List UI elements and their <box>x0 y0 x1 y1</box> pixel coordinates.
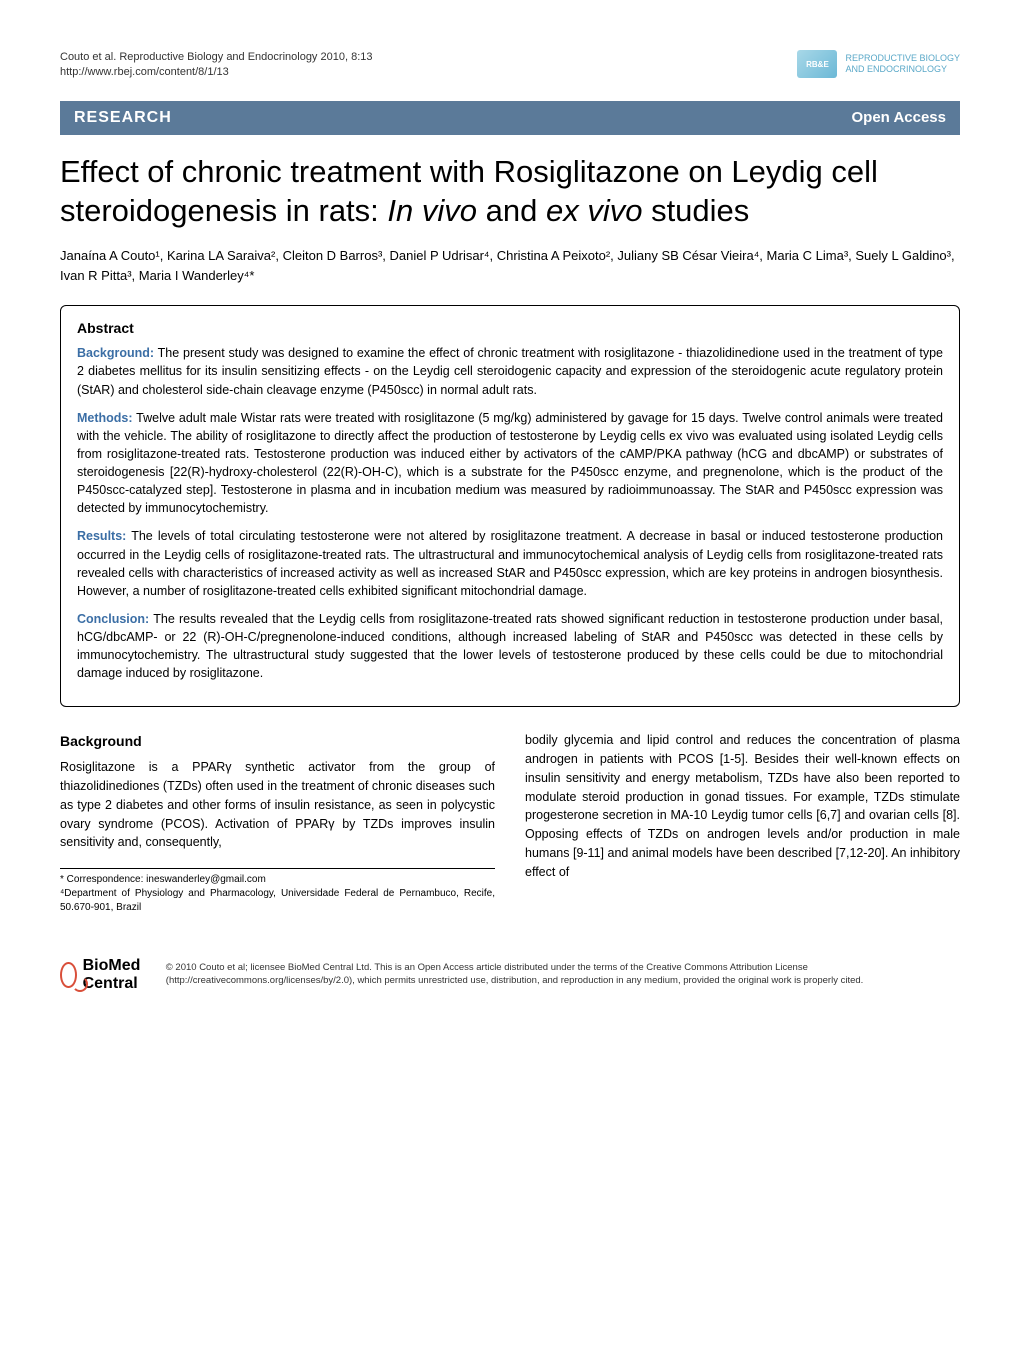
background-paragraph-col2: bodily glycemia and lipid control and re… <box>525 731 960 881</box>
abstract-heading: Abstract <box>77 320 943 336</box>
abstract-background-text: The present study was designed to examin… <box>77 346 943 396</box>
abstract-background-label: Background: <box>77 346 154 360</box>
page-header: Couto et al. Reproductive Biology and En… <box>60 50 960 81</box>
open-access-label: Open Access <box>852 109 947 126</box>
abstract-methods: Methods: Twelve adult male Wistar rats w… <box>77 409 943 518</box>
body-column-left: Background Rosiglitazone is a PPARγ synt… <box>60 731 495 915</box>
journal-logo: RB&E REPRODUCTIVE BIOLOGY AND ENDOCRINOL… <box>797 50 960 78</box>
background-paragraph-col1: Rosiglitazone is a PPARγ synthetic activ… <box>60 758 495 852</box>
correspondence-footnote: * Correspondence: ineswanderley@gmail.co… <box>60 868 495 915</box>
journal-logo-badge: RB&E <box>797 50 837 78</box>
correspondence-email: * Correspondence: ineswanderley@gmail.co… <box>60 873 495 887</box>
journal-name-line-2: AND ENDOCRINOLOGY <box>845 64 960 75</box>
journal-name-line-1: REPRODUCTIVE BIOLOGY <box>845 53 960 64</box>
abstract-results: Results: The levels of total circulating… <box>77 527 943 600</box>
background-heading: Background <box>60 731 495 752</box>
abstract-box: Abstract Background: The present study w… <box>60 305 960 707</box>
abstract-methods-text: Twelve adult male Wistar rats were treat… <box>77 411 943 516</box>
correspondence-affiliation: ⁴Department of Physiology and Pharmacolo… <box>60 887 495 915</box>
title-part-4: ex vivo <box>546 193 642 228</box>
title-part-5: studies <box>642 193 749 228</box>
page: Couto et al. Reproductive Biology and En… <box>0 0 1020 1043</box>
biomed-central-icon <box>60 962 77 988</box>
biomed-central-label: BioMed Central <box>83 957 150 993</box>
abstract-methods-label: Methods: <box>77 411 133 425</box>
abstract-results-label: Results: <box>77 529 126 543</box>
citation-url: http://www.rbej.com/content/8/1/13 <box>60 65 373 80</box>
biomed-central-logo: BioMed Central <box>60 957 150 993</box>
article-type-banner: RESEARCH Open Access <box>60 101 960 135</box>
citation-line-1: Couto et al. Reproductive Biology and En… <box>60 50 373 65</box>
license-text: © 2010 Couto et al; licensee BioMed Cent… <box>166 962 960 988</box>
journal-logo-text: REPRODUCTIVE BIOLOGY AND ENDOCRINOLOGY <box>845 53 960 75</box>
abstract-background: Background: The present study was design… <box>77 344 943 398</box>
citation-block: Couto et al. Reproductive Biology and En… <box>60 50 373 81</box>
abstract-conclusion: Conclusion: The results revealed that th… <box>77 610 943 683</box>
abstract-conclusion-text: The results revealed that the Leydig cel… <box>77 612 943 680</box>
article-title: Effect of chronic treatment with Rosigli… <box>60 153 960 231</box>
bmc-rest: Central <box>83 975 138 992</box>
article-type-label: RESEARCH <box>74 109 172 127</box>
title-part-3: and <box>477 193 546 228</box>
abstract-results-text: The levels of total circulating testoste… <box>77 529 943 597</box>
author-list: Janaína A Couto¹, Karina LA Saraiva², Cl… <box>60 246 960 285</box>
bmc-bold: BioMed <box>83 957 141 974</box>
title-part-2: In vivo <box>387 193 477 228</box>
abstract-conclusion-label: Conclusion: <box>77 612 149 626</box>
body-columns: Background Rosiglitazone is a PPARγ synt… <box>60 731 960 915</box>
page-footer: BioMed Central © 2010 Couto et al; licen… <box>60 945 960 993</box>
body-column-right: bodily glycemia and lipid control and re… <box>525 731 960 915</box>
